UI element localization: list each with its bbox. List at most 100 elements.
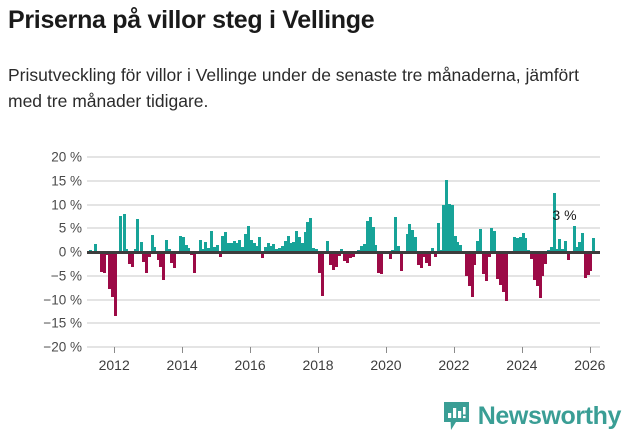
bar — [467, 252, 471, 286]
bar — [530, 252, 534, 260]
bar — [564, 240, 568, 252]
bar — [388, 252, 392, 260]
bar — [575, 247, 579, 252]
page-subtitle: Prisutveckling för villor i Vellinge und… — [8, 65, 579, 111]
bar — [346, 252, 350, 263]
bar — [433, 252, 437, 258]
bar — [487, 252, 491, 257]
bar — [258, 237, 262, 252]
bar — [453, 235, 457, 252]
bar — [377, 252, 381, 274]
bar — [422, 252, 426, 257]
bar — [397, 245, 401, 252]
bar — [161, 252, 165, 280]
bar — [425, 252, 429, 264]
x-axis-tick — [453, 347, 455, 353]
x-axis-tick — [250, 347, 252, 353]
bar — [164, 240, 168, 252]
bar — [289, 243, 293, 252]
bar — [261, 252, 265, 259]
bar — [312, 248, 316, 252]
x-axis-tick — [521, 347, 523, 353]
x-axis-tick — [182, 347, 184, 353]
y-axis-tick-label: 0 % — [58, 244, 82, 260]
bar — [255, 246, 259, 252]
bar — [187, 248, 191, 252]
bar-chart: 20 % 15 % 10 % 5 % 0 % −5 % −10 % −15 % −20 % 3 … — [0, 150, 631, 385]
bar — [470, 252, 474, 298]
bar — [178, 236, 182, 252]
bar — [371, 227, 375, 252]
bar — [484, 252, 488, 281]
bar — [241, 246, 245, 252]
bar — [204, 241, 208, 252]
x-axis-tick-label: 2024 — [506, 357, 538, 373]
bar — [133, 249, 137, 252]
bar — [306, 222, 310, 252]
x-axis-tick — [385, 347, 387, 353]
bar — [110, 252, 114, 298]
bar — [252, 242, 256, 252]
gridline — [87, 298, 600, 301]
bar — [122, 213, 126, 252]
bar — [549, 247, 553, 252]
x-axis-tick-label: 2026 — [574, 357, 606, 373]
bar — [198, 239, 202, 252]
bar-series — [87, 157, 600, 347]
bar — [94, 244, 98, 252]
bar — [272, 243, 276, 252]
bar — [524, 238, 528, 252]
bar — [450, 205, 454, 252]
bar — [515, 237, 519, 252]
gridline — [87, 346, 600, 348]
newsworthy-logo[interactable]: Newsworthy — [443, 401, 621, 431]
gridline — [87, 203, 600, 206]
bar — [229, 242, 233, 252]
bar — [139, 242, 143, 252]
bar — [114, 252, 118, 317]
bar — [456, 241, 460, 252]
bar — [156, 252, 160, 260]
gridline — [87, 156, 600, 158]
bar — [555, 249, 559, 252]
bar — [283, 240, 287, 252]
bar — [408, 224, 412, 252]
bar — [518, 237, 522, 252]
bar — [125, 248, 129, 252]
bar — [481, 252, 485, 275]
bar — [212, 246, 216, 252]
bar — [266, 242, 270, 252]
bar — [193, 252, 197, 274]
bar — [227, 243, 231, 252]
bar — [153, 246, 157, 252]
y-axis-tick-label: −10 % — [43, 292, 82, 307]
bar — [394, 217, 398, 252]
bar — [374, 245, 378, 252]
y-axis-tick-label: −15 % — [43, 315, 82, 331]
bar — [329, 252, 333, 266]
bar — [363, 243, 367, 252]
bar — [447, 203, 451, 252]
bar — [513, 237, 517, 252]
bar — [351, 252, 355, 258]
bar — [136, 219, 140, 252]
bar — [360, 246, 364, 252]
gridline — [87, 322, 600, 325]
x-axis-tick-label: 2022 — [438, 357, 470, 373]
bar — [544, 252, 548, 264]
bar — [581, 232, 585, 252]
x-axis-tick-label: 2014 — [166, 357, 198, 373]
bar — [365, 220, 369, 252]
bar — [249, 239, 253, 252]
bar — [309, 218, 313, 252]
bar — [405, 233, 409, 252]
y-axis-tick-label: 10 % — [51, 197, 82, 212]
bar — [148, 252, 151, 257]
bar — [334, 252, 338, 267]
bar — [490, 227, 494, 252]
bar — [578, 241, 582, 252]
x-axis-tick-label: 2012 — [98, 357, 130, 373]
bar — [411, 229, 415, 252]
bar — [592, 237, 596, 252]
